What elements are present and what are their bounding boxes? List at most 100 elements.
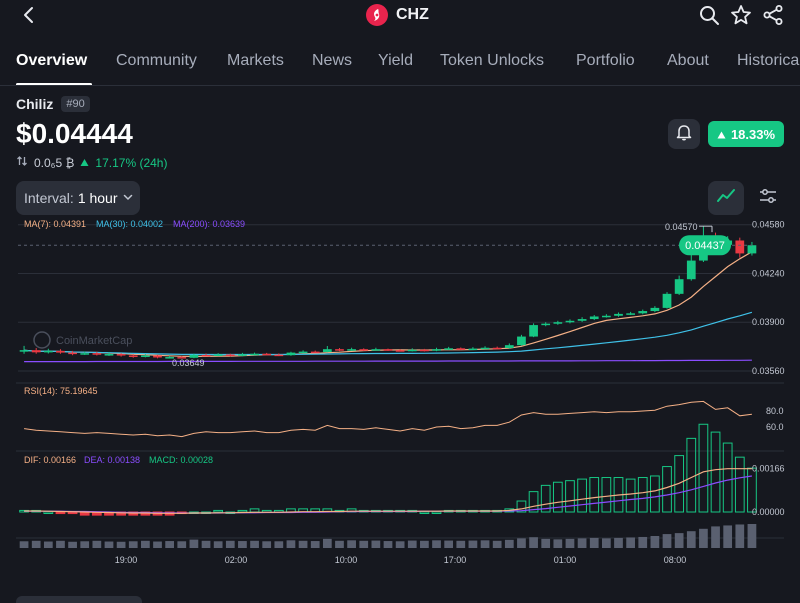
volume-bar (359, 540, 369, 548)
bell-icon (675, 123, 693, 146)
candle (468, 348, 478, 351)
interval-value: 1 hour (77, 190, 118, 206)
volume-bar (250, 540, 259, 548)
volume-bar (468, 540, 478, 548)
interval-label: Interval: (24, 190, 74, 206)
line-chart-toggle[interactable] (708, 181, 744, 215)
volume-bar (104, 541, 114, 548)
candle (480, 347, 490, 350)
interval-select[interactable]: Interval: 1 hour (16, 181, 140, 215)
bottom-panel-edge (16, 596, 142, 603)
candle (565, 320, 575, 323)
share-icon[interactable] (762, 4, 784, 26)
candle (347, 349, 356, 351)
volume-bar (662, 534, 672, 548)
candle (541, 323, 551, 326)
time-axis-label: 19:00 (115, 555, 138, 565)
candle (650, 307, 660, 312)
tab-portfolio[interactable]: Portfolio (576, 52, 635, 69)
candle (286, 352, 296, 356)
dif-line (24, 468, 752, 514)
sliders-icon (759, 188, 777, 209)
volume-bar (116, 541, 126, 548)
tab-overview[interactable]: Overview (16, 52, 88, 69)
macd-histogram-bar (419, 511, 430, 514)
volume-bar (747, 524, 757, 548)
volume-bar (444, 540, 454, 548)
macd-histogram-bar (55, 511, 66, 515)
ma30-label: MA(30): 0.04002 (96, 219, 163, 229)
candle (213, 354, 223, 356)
ma200-label: MA(200): 0.03639 (173, 219, 245, 229)
volume-bar (420, 540, 429, 548)
candle (529, 325, 538, 337)
volume-bar (541, 538, 551, 548)
candle (153, 355, 162, 358)
volume-bar (347, 540, 356, 548)
candle (262, 353, 272, 356)
time-axis-label: 08:00 (664, 555, 687, 565)
macd-histogram-bar (662, 466, 672, 513)
volume-bar (674, 533, 684, 548)
candle (589, 316, 599, 320)
price-axis-label: 0.03560 (752, 366, 785, 376)
candle (371, 349, 381, 351)
volume-bar (577, 538, 587, 548)
price-alert-button[interactable] (668, 119, 700, 149)
chart-settings-button[interactable] (752, 181, 784, 215)
volume-bar (723, 525, 733, 548)
volume-bar (480, 540, 490, 548)
tab-community[interactable]: Community (116, 52, 197, 69)
volume-bar (699, 528, 708, 548)
chiliz-logo-icon (366, 4, 388, 26)
volume-bar (19, 541, 29, 548)
volume-bar (711, 526, 720, 548)
up-triangle-icon (80, 156, 89, 170)
macd-histogram-bar (722, 442, 733, 513)
volume-bar (153, 541, 162, 548)
tab-about[interactable]: About (667, 52, 709, 69)
candle (43, 350, 53, 353)
candle (359, 349, 369, 351)
volume-bar (189, 539, 199, 548)
volume-bar (43, 541, 53, 548)
tab-token-unlocks[interactable]: Token Unlocks (440, 52, 545, 69)
candle (674, 279, 684, 294)
back-arrow-icon[interactable] (18, 4, 40, 26)
candle (68, 352, 77, 355)
tab-news[interactable]: News (312, 52, 353, 69)
up-triangle-icon (717, 127, 726, 142)
volume-bar (31, 540, 41, 548)
candle (735, 240, 745, 254)
candle (335, 349, 344, 351)
volume-bar (225, 540, 235, 548)
volume-bar (80, 541, 90, 548)
search-icon[interactable] (698, 4, 720, 26)
ma7-line (24, 251, 753, 357)
macd-histogram-bar (710, 431, 721, 513)
dea-label: DEA: 0.00138 (84, 455, 140, 465)
volume-bar (322, 538, 332, 548)
macd-histogram-bar (540, 484, 551, 513)
macd-histogram-bar (213, 509, 224, 513)
dea-line (24, 475, 752, 514)
candle (31, 350, 41, 353)
star-icon[interactable] (730, 4, 752, 26)
tab-yield[interactable]: Yield (378, 52, 413, 69)
tab-historical[interactable]: Historical (737, 52, 800, 69)
macd-label: MACD: 0.00028 (149, 455, 213, 465)
price-chart[interactable]: CoinMarketCap 0.04437 0.04570 0.03649 0.0458… (0, 215, 800, 575)
low-price-label: 0.03649 (172, 358, 205, 368)
volume-bar (529, 537, 538, 548)
candle (662, 293, 672, 308)
watermark: CoinMarketCap (56, 335, 132, 347)
swap-arrows-icon[interactable] (16, 155, 28, 170)
volume-bar (553, 539, 563, 548)
candle (456, 348, 466, 350)
candle (601, 315, 611, 318)
candle (238, 354, 247, 356)
candle (432, 349, 441, 351)
volume-bar (601, 538, 611, 548)
tab-markets[interactable]: Markets (227, 52, 284, 69)
macd-histogram-bar (528, 491, 539, 513)
